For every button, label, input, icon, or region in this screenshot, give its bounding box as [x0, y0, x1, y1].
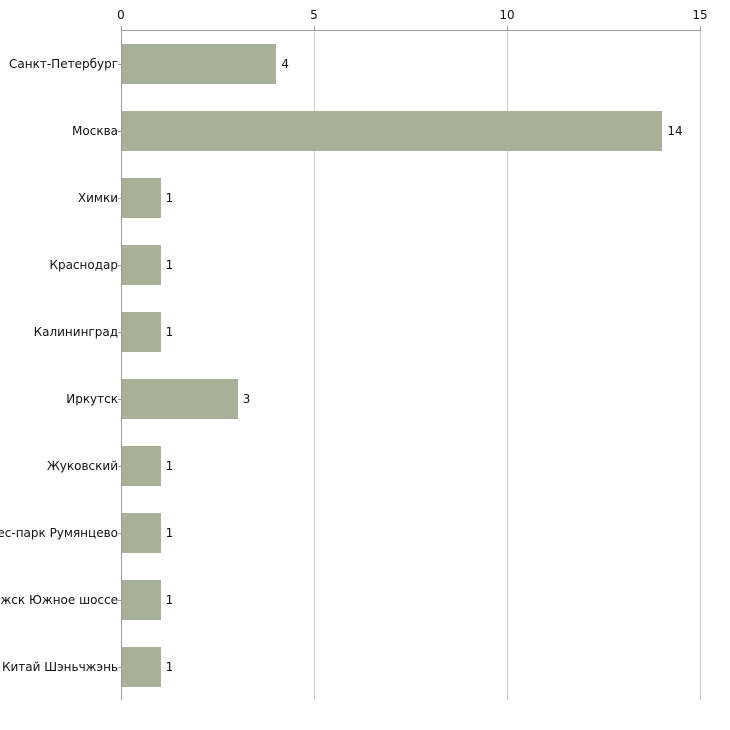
value-label: 1 — [165, 190, 174, 205]
value-label: 1 — [165, 592, 174, 607]
x-axis-tick-15 — [700, 26, 701, 30]
category-label: Китай Шэньчжэнь — [1, 659, 118, 674]
value-label: 1 — [165, 659, 174, 674]
category-label: Жуковский — [46, 458, 118, 473]
bar — [122, 177, 161, 218]
x-axis-line — [121, 30, 701, 31]
bar — [122, 512, 161, 553]
x-axis-tick-label: 5 — [310, 8, 318, 22]
category-label: Санкт-Петербург — [9, 56, 118, 71]
y-axis-tick — [118, 130, 121, 132]
bar — [122, 445, 161, 486]
category-label: Москва — [72, 123, 118, 138]
value-label: 3 — [242, 391, 251, 406]
category-label: Краснодар — [49, 257, 118, 272]
value-label: 4 — [281, 56, 290, 71]
category-label: оложск Южное шоссе — [0, 592, 118, 607]
bar — [122, 43, 277, 84]
y-axis-line — [121, 30, 122, 700]
y-axis-tick — [118, 331, 121, 333]
value-label: 1 — [165, 458, 174, 473]
y-axis-tick — [118, 63, 121, 65]
x-axis-tick-label: 15 — [692, 8, 708, 22]
bar — [122, 110, 663, 151]
gridline-x-15 — [700, 30, 701, 700]
value-label: 1 — [165, 324, 174, 339]
y-axis-tick — [118, 465, 121, 467]
gridline-x-5 — [314, 30, 315, 700]
value-label: 1 — [165, 257, 174, 272]
value-label: 14 — [667, 123, 683, 138]
x-axis-tick-0 — [121, 26, 122, 30]
x-axis-tick-5 — [314, 26, 315, 30]
value-label: 1 — [165, 525, 174, 540]
y-axis-tick — [118, 599, 121, 601]
y-axis-tick — [118, 398, 121, 400]
y-axis-tick — [118, 197, 121, 199]
gridline-x-10 — [507, 30, 508, 700]
bar — [122, 378, 238, 419]
category-label: Химки — [77, 190, 118, 205]
y-axis-tick — [118, 666, 121, 668]
y-axis-tick — [118, 264, 121, 266]
y-axis-tick — [118, 532, 121, 534]
bar — [122, 646, 161, 687]
x-axis-tick-10 — [507, 26, 508, 30]
x-axis-tick-label: 0 — [117, 8, 125, 22]
category-label: Калининград — [33, 324, 118, 339]
category-label: Иркутск — [66, 391, 118, 406]
bar — [122, 311, 161, 352]
bar — [122, 579, 161, 620]
bar — [122, 244, 161, 285]
category-label: знес-парк Румянцево — [0, 525, 118, 540]
x-axis-tick-label: 10 — [499, 8, 515, 22]
